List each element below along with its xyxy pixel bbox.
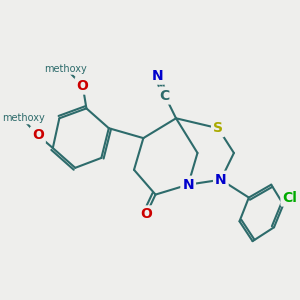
Text: Cl: Cl — [283, 190, 297, 205]
Text: O: O — [77, 79, 88, 93]
Text: O: O — [140, 207, 152, 221]
Text: methoxy: methoxy — [44, 64, 87, 74]
Text: N: N — [182, 178, 194, 192]
Text: S: S — [213, 121, 223, 135]
Text: O: O — [32, 128, 44, 142]
Text: methoxy: methoxy — [2, 113, 45, 123]
Text: C: C — [160, 88, 170, 103]
Text: N: N — [152, 69, 163, 83]
Text: N: N — [215, 173, 226, 187]
